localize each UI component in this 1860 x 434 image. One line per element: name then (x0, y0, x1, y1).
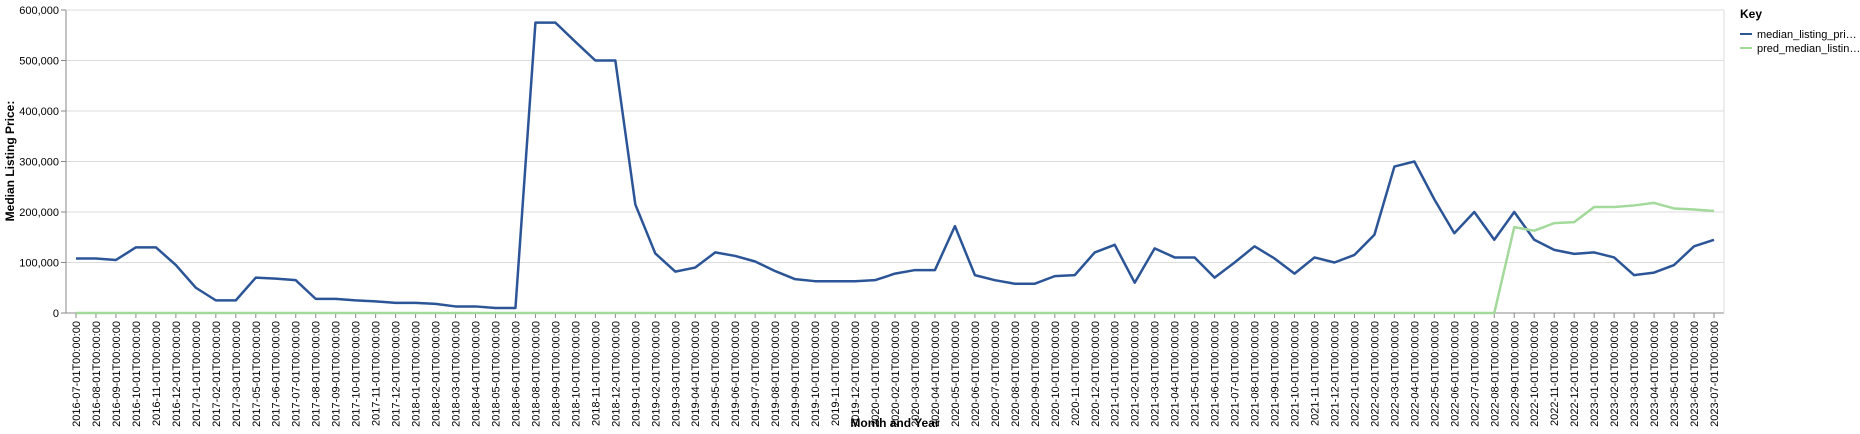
x-tick-label: 2021-05-01T00:00:00 (1190, 321, 1202, 427)
y-tick-label: 500,000 (19, 56, 59, 68)
x-tick-label: 2022-01-01T00:00:00 (1349, 321, 1361, 427)
x-tick-label: 2019-01-01T00:00:00 (630, 321, 642, 427)
x-tick-label: 2022-09-01T00:00:00 (1509, 321, 1521, 427)
x-tick-label: 2017-01-01T00:00:00 (191, 321, 203, 427)
x-tick-label: 2017-08-01T00:00:00 (311, 321, 323, 427)
x-tick-label: 2018-03-01T00:00:00 (451, 321, 463, 427)
x-tick-label: 2019-12-01T00:00:00 (850, 321, 862, 427)
x-tick-label: 2021-09-01T00:00:00 (1270, 321, 1282, 427)
x-tick-label: 2019-02-01T00:00:00 (650, 321, 662, 427)
x-tick-label: 2022-11-01T00:00:00 (1549, 321, 1561, 426)
x-tick-label: 2023-06-01T00:00:00 (1689, 321, 1701, 427)
x-tick-label: 2020-01-01T00:00:00 (870, 321, 882, 427)
x-tick-label: 2023-02-01T00:00:00 (1609, 321, 1621, 427)
x-tick-label: 2018-12-01T00:00:00 (610, 321, 622, 427)
x-tick-label: 2022-12-01T00:00:00 (1569, 321, 1581, 427)
x-tick-label: 2021-01-01T00:00:00 (1110, 321, 1122, 427)
x-tick-label: 2018-04-01T00:00:00 (471, 321, 483, 427)
x-tick-label: 2020-06-01T00:00:00 (970, 321, 982, 427)
x-tick-label: 2022-05-01T00:00:00 (1429, 321, 1441, 427)
y-tick-label: 200,000 (19, 207, 59, 219)
x-tick-label: 2020-09-01T00:00:00 (1030, 321, 1042, 427)
x-tick-label: 2019-06-01T00:00:00 (730, 321, 742, 427)
x-tick-label: 2019-04-01T00:00:00 (690, 321, 702, 427)
x-tick-label: 2021-12-01T00:00:00 (1329, 321, 1341, 427)
x-tick-label: 2023-01-01T00:00:00 (1589, 321, 1601, 427)
y-axis-title: Median Listing Price: (3, 101, 17, 222)
x-tick-label: 2021-11-01T00:00:00 (1309, 321, 1321, 426)
x-tick-label: 2022-08-01T00:00:00 (1489, 321, 1501, 427)
x-tick-label: 2020-03-01T00:00:00 (910, 321, 922, 427)
x-tick-label: 2023-03-01T00:00:00 (1629, 321, 1641, 427)
x-tick-label: 2021-06-01T00:00:00 (1210, 321, 1222, 427)
series-line (75, 201, 1715, 315)
x-tick-label: 2020-04-01T00:00:00 (930, 321, 942, 427)
x-tick-label: 2018-01-01T00:00:00 (411, 321, 423, 427)
x-tick-label: 2017-11-01T00:00:00 (371, 321, 383, 426)
legend-label: median_listing_pri… (1757, 29, 1857, 41)
y-tick-label: 100,000 (19, 258, 59, 270)
x-tick-label: 2019-11-01T00:00:00 (830, 321, 842, 426)
x-tick-label: 2017-09-01T00:00:00 (331, 321, 343, 427)
x-tick-label: 2018-05-01T00:00:00 (490, 321, 502, 427)
x-tick-label: 2019-10-01T00:00:00 (810, 321, 822, 427)
x-tick-label: 2016-07-01T00:00:00 (71, 321, 83, 427)
x-tick-label: 2022-04-01T00:00:00 (1409, 321, 1421, 427)
y-tick-label: 400,000 (19, 106, 59, 118)
x-tick-label: 2018-11-01T00:00:00 (590, 321, 602, 426)
x-tick-label: 2020-11-01T00:00:00 (1070, 321, 1082, 426)
x-tick-label: 2019-09-01T00:00:00 (790, 321, 802, 427)
y-tick-label: 0 (53, 308, 59, 320)
x-tick-label: 2017-07-01T00:00:00 (291, 321, 303, 427)
x-tick-label: 2018-09-01T00:00:00 (550, 321, 562, 427)
x-tick-label: 2021-02-01T00:00:00 (1130, 321, 1142, 427)
series-line (75, 21, 1715, 310)
x-tick-label: 2023-05-01T00:00:00 (1669, 321, 1681, 427)
legend-label: pred_median_listin… (1757, 43, 1860, 55)
x-tick-label: 2019-05-01T00:00:00 (710, 321, 722, 427)
x-tick-label: 2022-10-01T00:00:00 (1529, 321, 1541, 427)
x-tick-label: 2021-10-01T00:00:00 (1290, 321, 1302, 427)
x-tick-label: 2023-04-01T00:00:00 (1649, 321, 1661, 427)
legend-title: Key (1740, 7, 1762, 21)
x-tick-label: 2023-07-01T00:00:00 (1709, 321, 1721, 427)
x-tick-label: 2017-02-01T00:00:00 (211, 321, 223, 427)
y-tick-label: 600,000 (19, 5, 59, 17)
x-tick-label: 2021-07-01T00:00:00 (1230, 321, 1242, 427)
x-tick-label: 2022-03-01T00:00:00 (1389, 321, 1401, 427)
x-tick-label: 2022-07-01T00:00:00 (1469, 321, 1481, 427)
x-tick-label: 2018-02-01T00:00:00 (431, 321, 443, 427)
x-tick-label: 2016-08-01T00:00:00 (91, 321, 103, 427)
x-tick-label: 2020-02-01T00:00:00 (890, 321, 902, 427)
x-tick-label: 2017-10-01T00:00:00 (351, 321, 363, 427)
x-tick-label: 2019-08-01T00:00:00 (770, 321, 782, 427)
x-tick-label: 2021-04-01T00:00:00 (1170, 321, 1182, 427)
x-tick-label: 2016-12-01T00:00:00 (171, 321, 183, 427)
x-tick-label: 2017-06-01T00:00:00 (271, 321, 283, 427)
x-tick-label: 2018-10-01T00:00:00 (570, 321, 582, 427)
x-tick-label: 2017-05-01T00:00:00 (251, 321, 263, 427)
x-tick-label: 2018-08-01T00:00:00 (530, 321, 542, 427)
x-tick-label: 2018-06-01T00:00:00 (510, 321, 522, 427)
x-tick-label: 2016-09-01T00:00:00 (111, 321, 123, 427)
x-tick-label: 2020-07-01T00:00:00 (990, 321, 1002, 427)
x-tick-label: 2016-10-01T00:00:00 (131, 321, 143, 427)
x-tick-label: 2020-10-01T00:00:00 (1050, 321, 1062, 427)
x-tick-label: 2022-02-01T00:00:00 (1369, 321, 1381, 427)
x-tick-label: 2022-06-01T00:00:00 (1449, 321, 1461, 427)
x-tick-label: 2017-12-01T00:00:00 (391, 321, 403, 427)
x-axis-title: Month and Year (850, 416, 939, 430)
x-tick-label: 2019-03-01T00:00:00 (670, 321, 682, 427)
x-tick-label: 2016-11-01T00:00:00 (151, 321, 163, 426)
x-tick-label: 2021-08-01T00:00:00 (1250, 321, 1262, 427)
x-tick-label: 2020-08-01T00:00:00 (1010, 321, 1022, 427)
x-tick-label: 2019-07-01T00:00:00 (750, 321, 762, 427)
x-tick-label: 2017-03-01T00:00:00 (231, 321, 243, 427)
y-tick-label: 300,000 (19, 157, 59, 169)
x-tick-label: 2020-12-01T00:00:00 (1090, 321, 1102, 427)
x-tick-label: 2020-05-01T00:00:00 (950, 321, 962, 427)
x-tick-label: 2021-03-01T00:00:00 (1150, 321, 1162, 427)
